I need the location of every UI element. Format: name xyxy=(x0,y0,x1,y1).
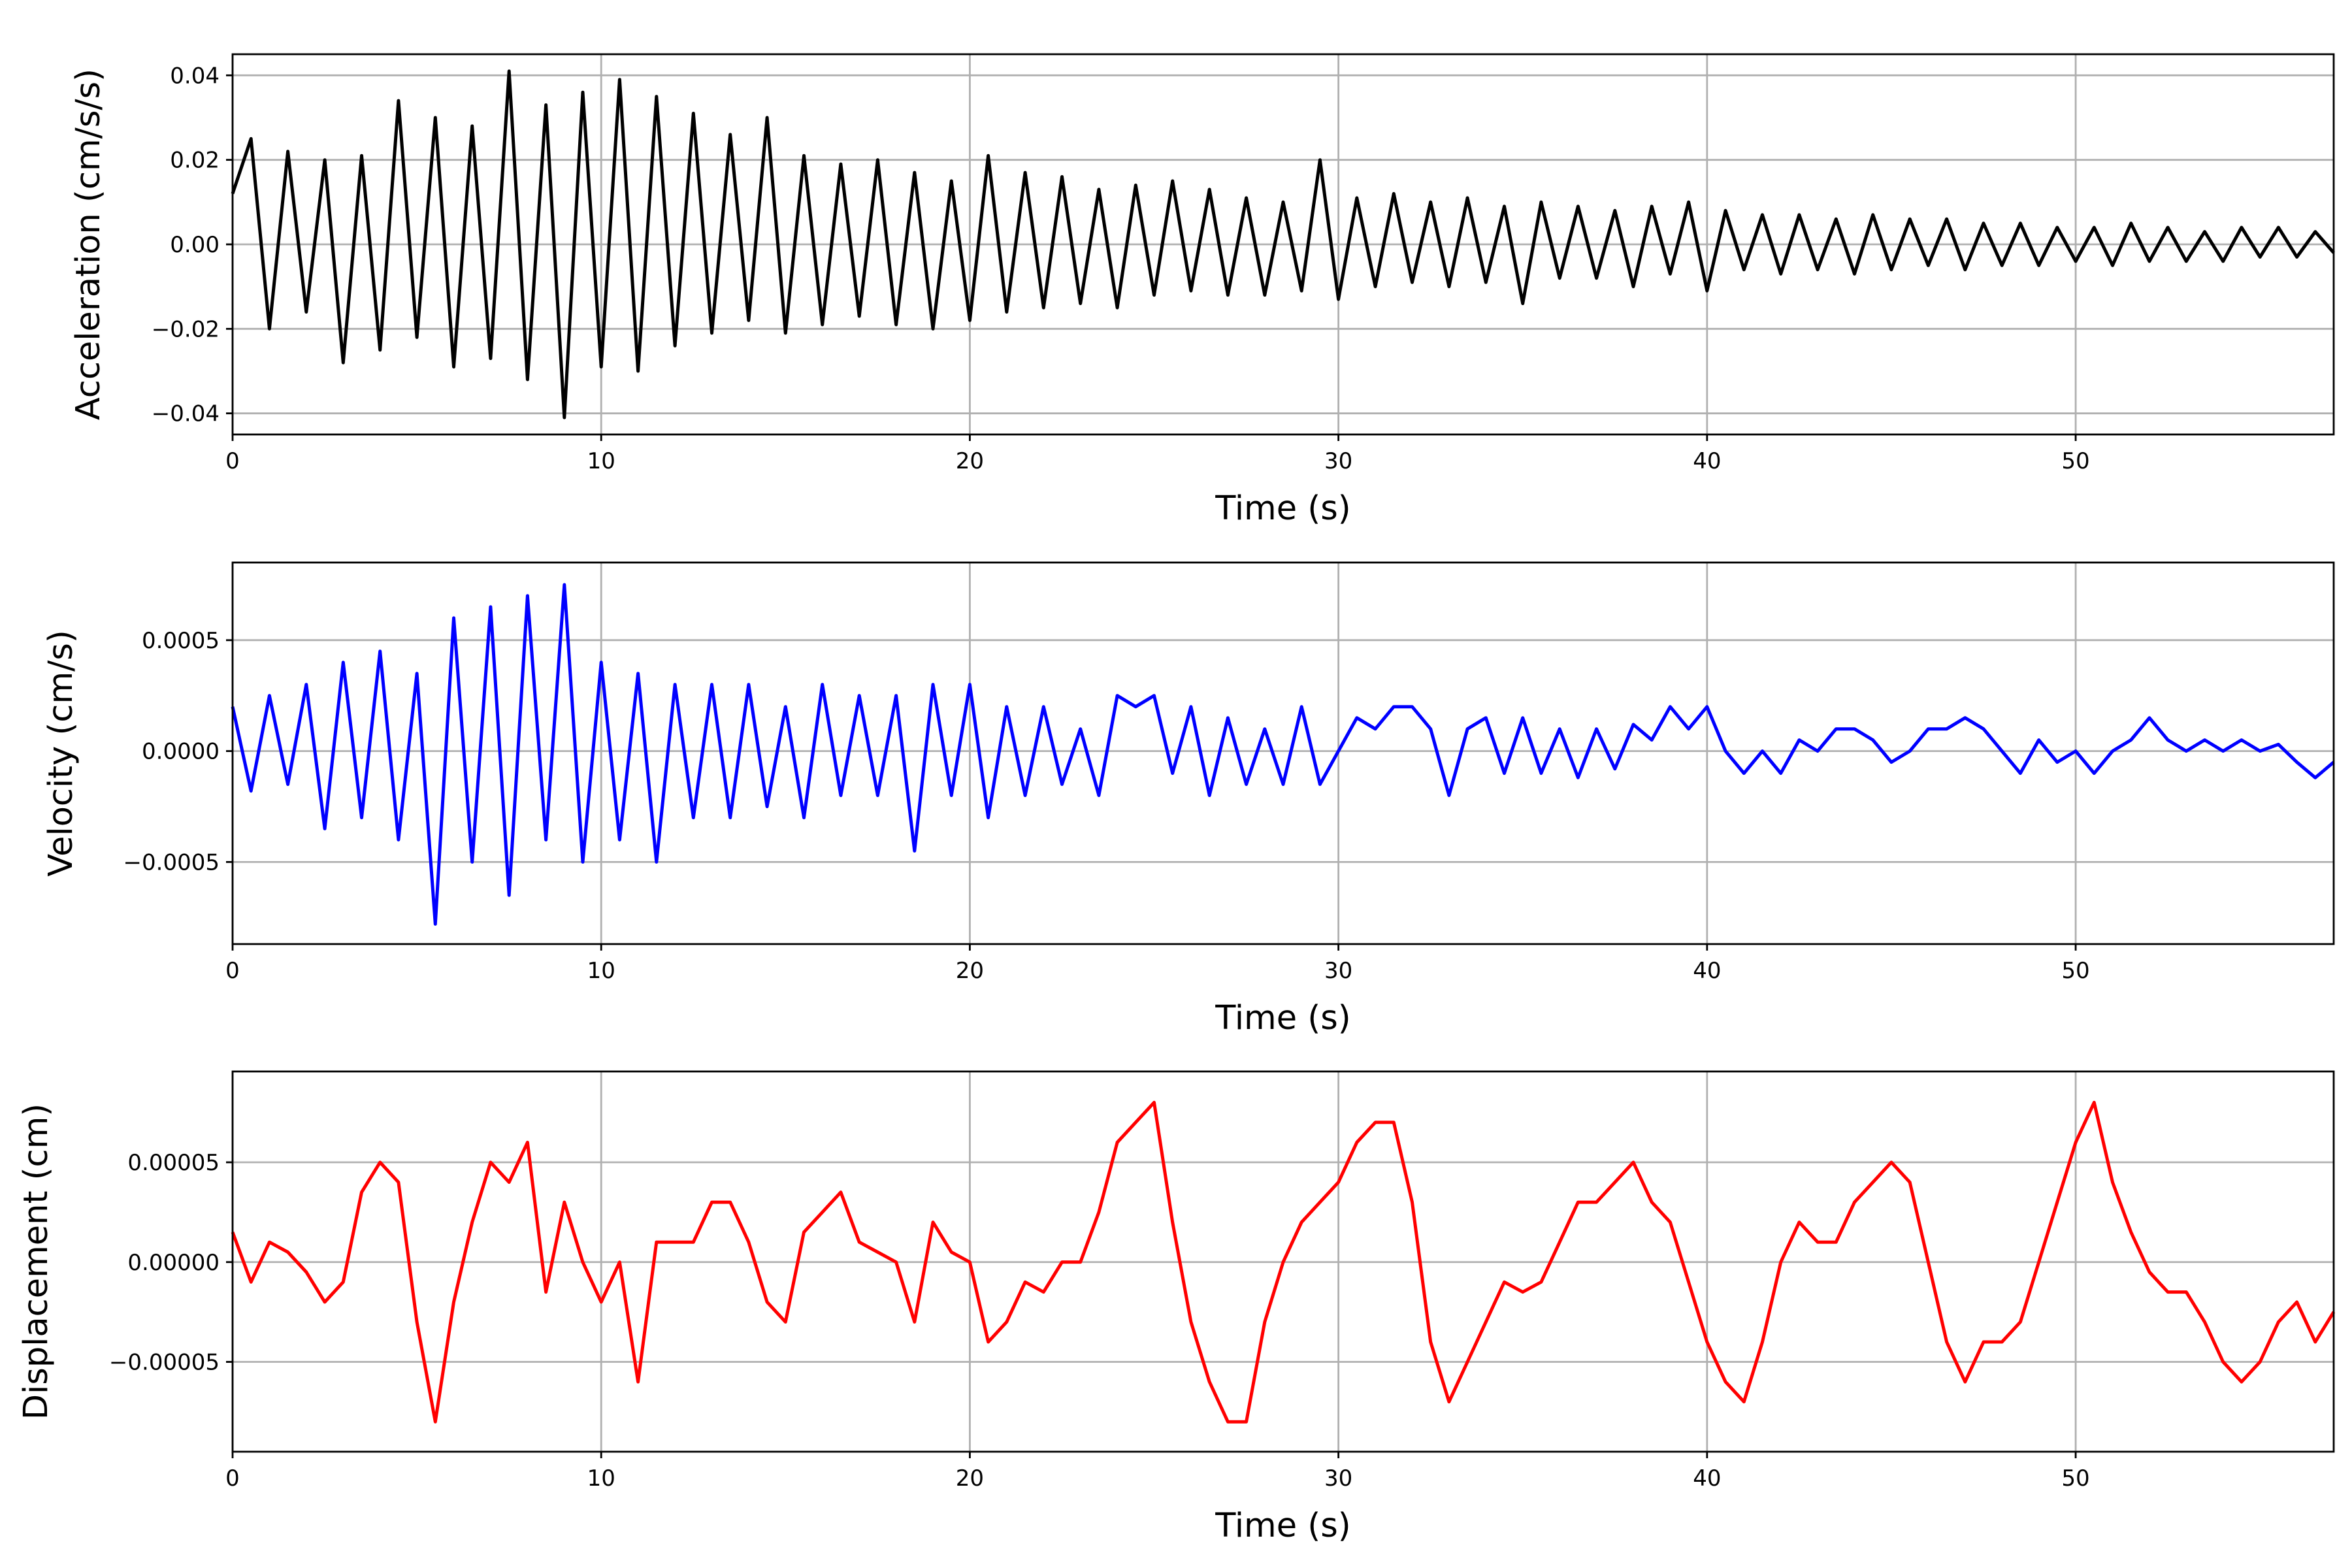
velocity-x-tick-label: 50 xyxy=(2061,958,2089,984)
velocity-x-tick-label: 30 xyxy=(1324,958,1352,984)
displacement-x-tick-label: 50 xyxy=(2061,1465,2089,1492)
velocity-y-tick-label: −0.0005 xyxy=(123,849,220,875)
acceleration-y-tick-label: 0.00 xyxy=(170,232,220,258)
acceleration-y-tick-label: −0.04 xyxy=(152,401,220,427)
acceleration-x-tick-label: 40 xyxy=(1693,448,1721,474)
acceleration-x-tick-label: 30 xyxy=(1324,448,1352,474)
displacement-x-tick-label: 20 xyxy=(956,1465,984,1492)
displacement-y-tick-label: −0.00005 xyxy=(109,1350,220,1376)
acceleration-panel: 0 10 20 30 40 50 −0.04 −0.02 0.00 0.02 0.04 Time (… xyxy=(69,53,2335,528)
acceleration-x-axis-label: Time (s) xyxy=(1215,489,1350,528)
velocity-x-axis-label: Time (s) xyxy=(1215,999,1350,1037)
velocity-x-tick-label: 40 xyxy=(1693,958,1721,984)
acceleration-ticks: 0 10 20 30 40 50 −0.04 −0.02 0.00 0.02 0.04 xyxy=(152,63,2090,474)
acceleration-x-tick-label: 50 xyxy=(2061,448,2089,474)
displacement-x-tick-label: 30 xyxy=(1324,1465,1352,1492)
acceleration-plot-frame xyxy=(231,53,2335,436)
displacement-panel: 0 10 20 30 40 50 −0.00005 0.00000 0.00005 Time (… xyxy=(17,1070,2336,1545)
displacement-y-axis-label: Displacement (cm) xyxy=(17,1103,56,1420)
velocity-y-tick-label: 0.0000 xyxy=(142,739,220,765)
acceleration-trace xyxy=(231,69,2335,419)
displacement-x-axis-label: Time (s) xyxy=(1215,1507,1350,1545)
velocity-y-axis-label: Velocity (cm/s) xyxy=(42,630,80,877)
velocity-x-tick-label: 20 xyxy=(956,958,984,984)
displacement-plot-frame xyxy=(231,1070,2335,1453)
displacement-x-tick-label: 0 xyxy=(225,1465,240,1492)
acceleration-x-tick-label: 0 xyxy=(225,448,240,474)
acceleration-x-tick-label: 20 xyxy=(956,448,984,474)
displacement-x-tick-label: 10 xyxy=(587,1465,615,1492)
acceleration-y-axis-label: Acceleration (cm/s/s) xyxy=(69,69,108,420)
velocity-x-tick-label: 10 xyxy=(587,958,615,984)
displacement-y-tick-label: 0.00005 xyxy=(127,1150,220,1176)
acceleration-gridlines xyxy=(231,54,2334,434)
velocity-x-tick-label: 0 xyxy=(225,958,240,984)
acceleration-y-tick-label: −0.02 xyxy=(152,316,220,342)
velocity-ticks: 0 10 20 30 40 50 −0.0005 0.0000 0.0005 xyxy=(123,628,2090,984)
displacement-trace xyxy=(231,1100,2336,1424)
velocity-y-tick-label: 0.0005 xyxy=(142,628,220,654)
velocity-plot-frame xyxy=(231,561,2335,945)
velocity-trace xyxy=(231,583,2335,926)
acceleration-x-tick-label: 10 xyxy=(587,448,615,474)
displacement-ticks: 0 10 20 30 40 50 −0.00005 0.00000 0.00005 xyxy=(109,1150,2090,1492)
displacement-x-tick-label: 40 xyxy=(1693,1465,1721,1492)
acceleration-y-tick-label: 0.04 xyxy=(170,63,220,89)
acceleration-y-tick-label: 0.02 xyxy=(170,148,220,174)
displacement-y-tick-label: 0.00000 xyxy=(127,1250,220,1276)
